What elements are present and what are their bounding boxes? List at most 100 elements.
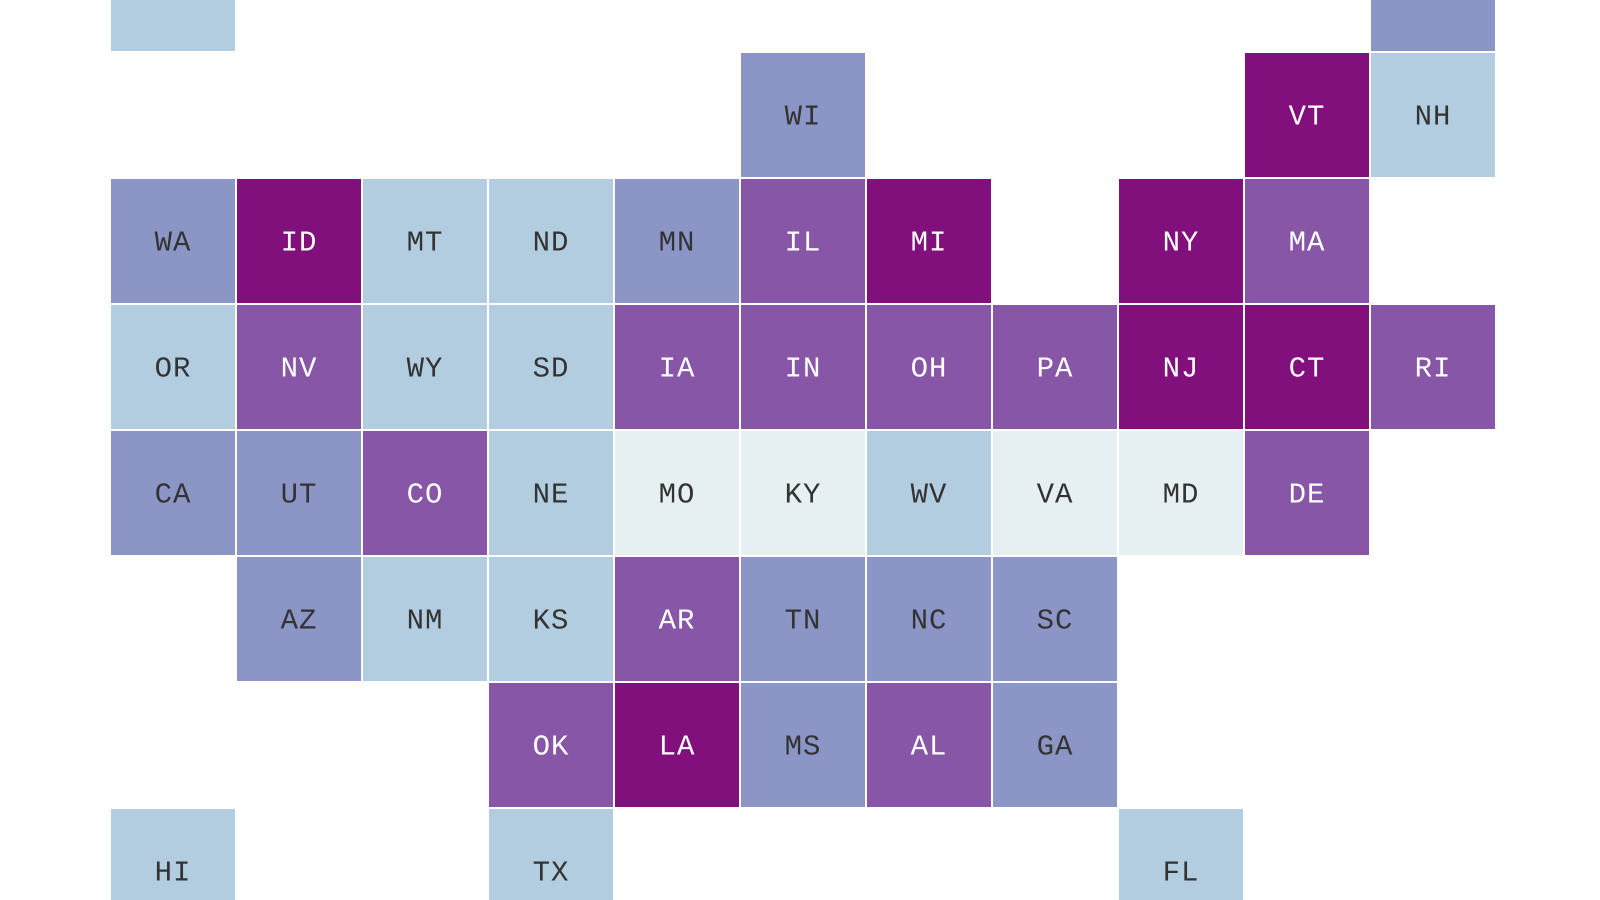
state-label: FL [1163,857,1200,890]
state-tile [489,809,613,900]
state-label: AL [911,731,948,764]
state-label: NM [407,605,444,638]
state-label: LA [659,731,696,764]
state-tile [615,431,739,555]
state-tile [489,431,613,555]
state-label: UT [281,479,318,512]
state-label: VA [1037,479,1074,512]
state-tile [1119,809,1243,900]
state-tile [615,179,739,303]
state-tile [993,683,1117,807]
state-label: KS [533,605,570,638]
state-tile [111,431,235,555]
state-tile [1245,431,1369,555]
state-tile [237,431,361,555]
state-tile [489,179,613,303]
state-label: IA [659,353,696,386]
state-label: MI [911,227,948,260]
state-tile [111,305,235,429]
state-tile [615,683,739,807]
state-tile [741,557,865,681]
state-tile [1119,305,1243,429]
state-label: AK [155,0,192,8]
state-tile [615,305,739,429]
state-tile [741,179,865,303]
state-label: WY [407,353,444,386]
state-tile [237,557,361,681]
state-label: CO [407,479,444,512]
state-tile [1245,179,1369,303]
state-label: MD [1163,479,1200,512]
state-tile [489,683,613,807]
state-label: MN [659,227,696,260]
state-tile [867,683,991,807]
state-tile [1119,431,1243,555]
state-label: WI [785,101,822,134]
state-label: NJ [1163,353,1200,386]
state-label: VT [1289,101,1326,134]
state-tile [237,305,361,429]
state-label: PA [1037,353,1074,386]
state-tile [363,431,487,555]
state-label: SD [533,353,570,386]
state-tile [1371,0,1495,51]
state-label: MA [1289,227,1326,260]
state-tile [111,0,235,51]
state-label: AR [659,605,696,638]
state-tile [363,557,487,681]
state-tile [111,809,235,900]
state-label: MO [659,479,696,512]
state-tile [741,683,865,807]
state-label: OH [911,353,948,386]
state-label: WA [155,227,192,260]
state-label: NY [1163,227,1200,260]
state-label: TN [785,605,822,638]
state-tile [1371,305,1495,429]
state-tile [993,431,1117,555]
state-tile [867,305,991,429]
state-tile [867,557,991,681]
state-tile [1245,53,1369,177]
state-tile [1245,305,1369,429]
state-label: MS [785,731,822,764]
state-label: CA [155,479,192,512]
state-label: AZ [281,605,318,638]
state-label: KY [785,479,822,512]
state-label: RI [1415,353,1452,386]
state-label: TX [533,857,570,890]
state-label: IN [785,353,822,386]
state-tile [1119,179,1243,303]
state-label: HI [155,857,192,890]
state-label: IL [785,227,822,260]
state-label: WV [911,479,948,512]
state-label: ME [1415,0,1452,8]
state-label: SC [1037,605,1074,638]
state-label: DE [1289,479,1326,512]
state-label: MT [407,227,444,260]
state-tile [993,305,1117,429]
state-tile [363,305,487,429]
state-tile [237,179,361,303]
state-label: NH [1415,101,1452,134]
state-tile [741,53,865,177]
state-tile [741,431,865,555]
state-label: NV [281,353,318,386]
state-tile [993,557,1117,681]
state-label: ID [281,227,318,260]
state-label: GA [1037,731,1074,764]
state-label: ND [533,227,570,260]
state-tile [867,431,991,555]
state-tile [111,179,235,303]
state-label: NC [911,605,948,638]
state-tile [363,179,487,303]
state-tile [615,557,739,681]
state-tile [489,305,613,429]
state-label: CT [1289,353,1326,386]
state-tile [1371,53,1495,177]
state-tile [741,305,865,429]
state-label: OR [155,353,192,386]
state-label: NE [533,479,570,512]
state-tile [489,557,613,681]
state-label: OK [533,731,570,764]
